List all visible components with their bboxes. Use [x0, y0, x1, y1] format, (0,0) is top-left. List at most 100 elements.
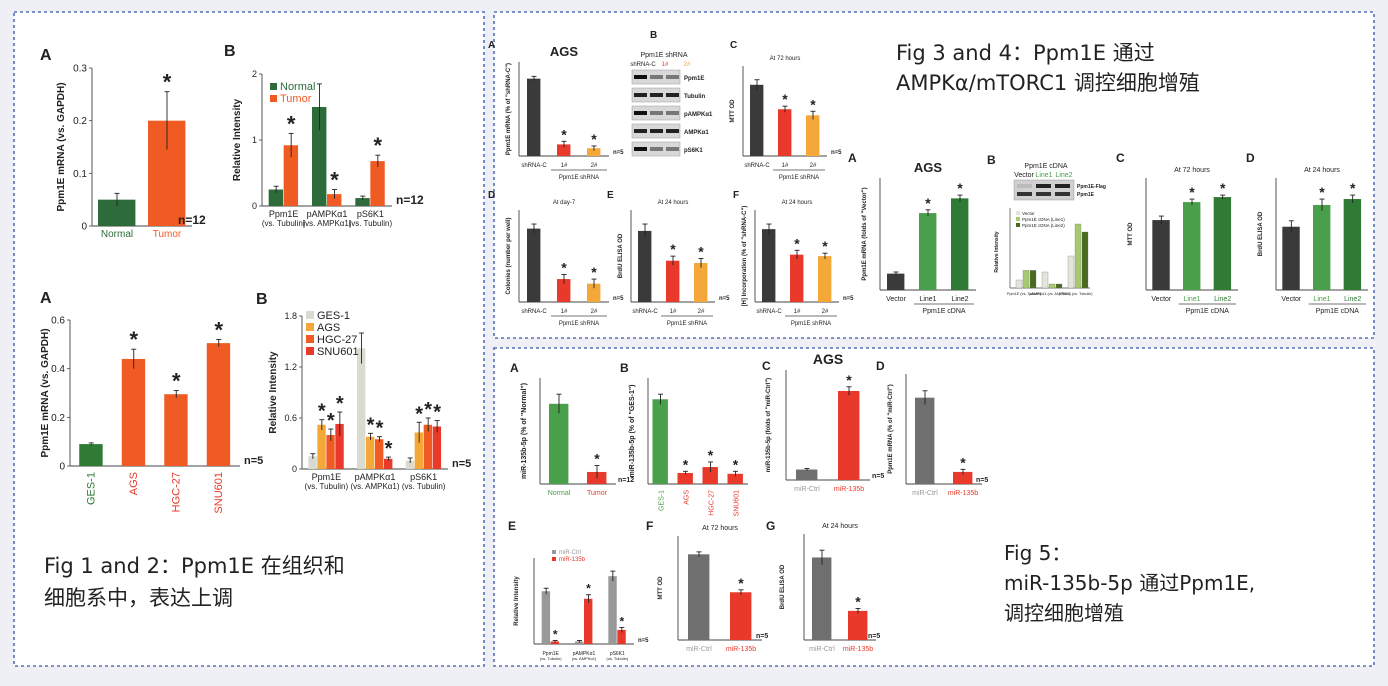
f5a-n-label: n=12 — [618, 477, 634, 484]
f3d-category-label: shRNA-C — [521, 309, 547, 315]
f2b-bar — [384, 458, 393, 469]
f5d-category-label: miR-135b — [948, 490, 978, 497]
f2b-bar — [405, 460, 415, 469]
f3b-row-label: pAMPKα1 — [684, 112, 713, 118]
f3a-bar — [557, 144, 571, 156]
f3e-bar — [694, 263, 708, 302]
f1b-y-tick-label: 1 — [252, 135, 257, 145]
f5e-category-sublabel: (vs. AMPKα1) — [572, 656, 597, 661]
f3c-category-label: 2# — [810, 163, 817, 169]
f5c-panel-letter: C — [762, 359, 771, 373]
f4a-bar — [919, 213, 937, 290]
f3b-lane-label: shRNA-C — [630, 62, 656, 68]
f4d-group-label: Ppm1E cDNA — [1316, 308, 1360, 315]
f3b-row-label: pS6K1 — [684, 148, 703, 154]
f1b-ylabel: Relative Intensity — [232, 98, 243, 181]
f3f-title: At 24 hours — [782, 200, 813, 206]
f5g-n-label: n=5 — [868, 633, 880, 640]
f5c-ylabel: miR-135b-5p (folds of "miR-Ctrl") — [766, 378, 772, 472]
f5b-bar — [652, 399, 668, 484]
f2a-bar — [206, 343, 231, 466]
f5f-category-label: miR-135b — [726, 646, 756, 653]
f4b-legend-swatch — [1016, 217, 1020, 221]
f1b-significance-star: * — [287, 111, 296, 136]
f3c-significance-star: * — [810, 96, 816, 112]
f2b-category-sublabel: (vs. Tubulin) — [305, 482, 349, 491]
f3b-blot-band — [666, 129, 679, 133]
f3b-blot-band — [650, 111, 663, 115]
f5e-bar — [617, 629, 626, 644]
f4a-group-label: Ppm1E cDNA — [922, 308, 966, 315]
f3f-bar — [790, 254, 804, 302]
f2b-legend-swatch — [306, 323, 314, 331]
f2b-significance-star: * — [336, 393, 344, 415]
f4c-bar — [1213, 197, 1232, 290]
f2b-legend-swatch — [306, 311, 314, 319]
f4c-title: At 72 hours — [1174, 167, 1210, 174]
f2a-bar — [121, 358, 146, 466]
f1b-legend-label: Normal — [280, 81, 315, 93]
f2b-category-sublabel: (vs. Tubulin) — [402, 482, 446, 491]
f2b-significance-star: * — [385, 438, 393, 460]
f5e-n-label: n=5 — [638, 638, 649, 644]
f4c-significance-star: * — [1220, 180, 1226, 196]
f4b-legend-label: Ppm1E cDNA (Line2) — [1022, 223, 1065, 228]
f1b-bar — [312, 107, 327, 206]
f5d-significance-star: * — [960, 454, 966, 470]
f4a-panel-letter: A — [848, 151, 857, 165]
f3e-title: At 24 hours — [658, 200, 689, 206]
f1a-y-tick-label: 0.2 — [73, 116, 87, 127]
f5g-title: At 24 hours — [822, 523, 858, 530]
caption-fig5: Fig 5： miR-135b-5p 通过Ppm1E, 调控细胞增殖 — [1004, 541, 1256, 625]
f1a-significance-star: * — [163, 70, 172, 95]
f3a-title: AGS — [550, 44, 579, 59]
f4b-legend-swatch — [1016, 223, 1020, 227]
f2b-category-label: pAMPKα1 — [355, 472, 396, 482]
f2b-significance-star: * — [367, 414, 375, 436]
f3b-row-label: Ppm1E — [684, 76, 704, 82]
f5a-bar — [549, 403, 569, 484]
f2b-bar — [366, 436, 375, 469]
f1b-category-sublabel: (vs. Tubulin) — [349, 219, 393, 228]
f4b-bar — [1022, 270, 1030, 289]
f1b-n-label: n=12 — [396, 193, 424, 207]
f3f-significance-star: * — [794, 235, 800, 251]
f5e-category-label: pS6K1 — [610, 651, 625, 657]
f5a-ylabel: miR-135b-5p (% of "Normal") — [521, 383, 528, 479]
f4d-significance-star: * — [1319, 184, 1325, 200]
f3c-category-label: 1# — [782, 163, 789, 169]
f1b-category-label: pS6K1 — [357, 209, 384, 219]
caption-fig34: Fig 3 and 4：Ppm1E 通过 AMPKα/mTORC1 调控细胞增殖 — [896, 41, 1200, 95]
f5a-significance-star: * — [594, 451, 600, 467]
f5e-category-label: Ppm1E — [542, 651, 559, 657]
f2a-ylabel: Ppm1E mRNA (vs. GAPDH) — [40, 328, 51, 457]
f1a-category-label: Normal — [101, 229, 133, 240]
f2b-bar — [317, 424, 326, 469]
f3b-blot-band — [650, 147, 663, 151]
f5d-ylabel: Ppm1E mRNA (% of "miR-Ctrl") — [888, 384, 894, 473]
f4b-blot-band — [1055, 192, 1070, 196]
f5e-bar — [608, 576, 617, 644]
f2b-bar — [414, 432, 424, 469]
f5e-legend-swatch — [552, 557, 556, 561]
f4b-blot-band — [1055, 184, 1070, 188]
f3a-category-label: 2# — [591, 163, 598, 169]
f2a-category-label: AGS — [128, 472, 140, 495]
f1b-bar — [268, 189, 284, 206]
f3d-bar — [557, 279, 571, 302]
f3a-significance-star: * — [591, 131, 597, 147]
f4c-group-label: Ppm1E cDNA — [1186, 308, 1230, 315]
f3a-bar — [527, 78, 541, 156]
f4b-blot-band — [1036, 192, 1051, 196]
f2b-y-tick-label: 0 — [292, 464, 297, 474]
f2b-bar — [326, 435, 335, 469]
f2b-bar — [375, 439, 384, 469]
f2a-y-tick-label: 0.2 — [51, 413, 65, 424]
f4c-category-label: Line1 — [1183, 296, 1200, 303]
f3f-ylabel: [H] Incorporation (% of "shRNA-C") — [742, 206, 748, 307]
f4b-legend-label: Ppm1E cDNA (Line1) — [1022, 217, 1065, 222]
f5g-panel-letter: G — [766, 519, 775, 533]
f4b-category-label: Ppm1E (vs. Tubulin) — [1007, 292, 1042, 296]
f2b-bar — [432, 426, 442, 469]
